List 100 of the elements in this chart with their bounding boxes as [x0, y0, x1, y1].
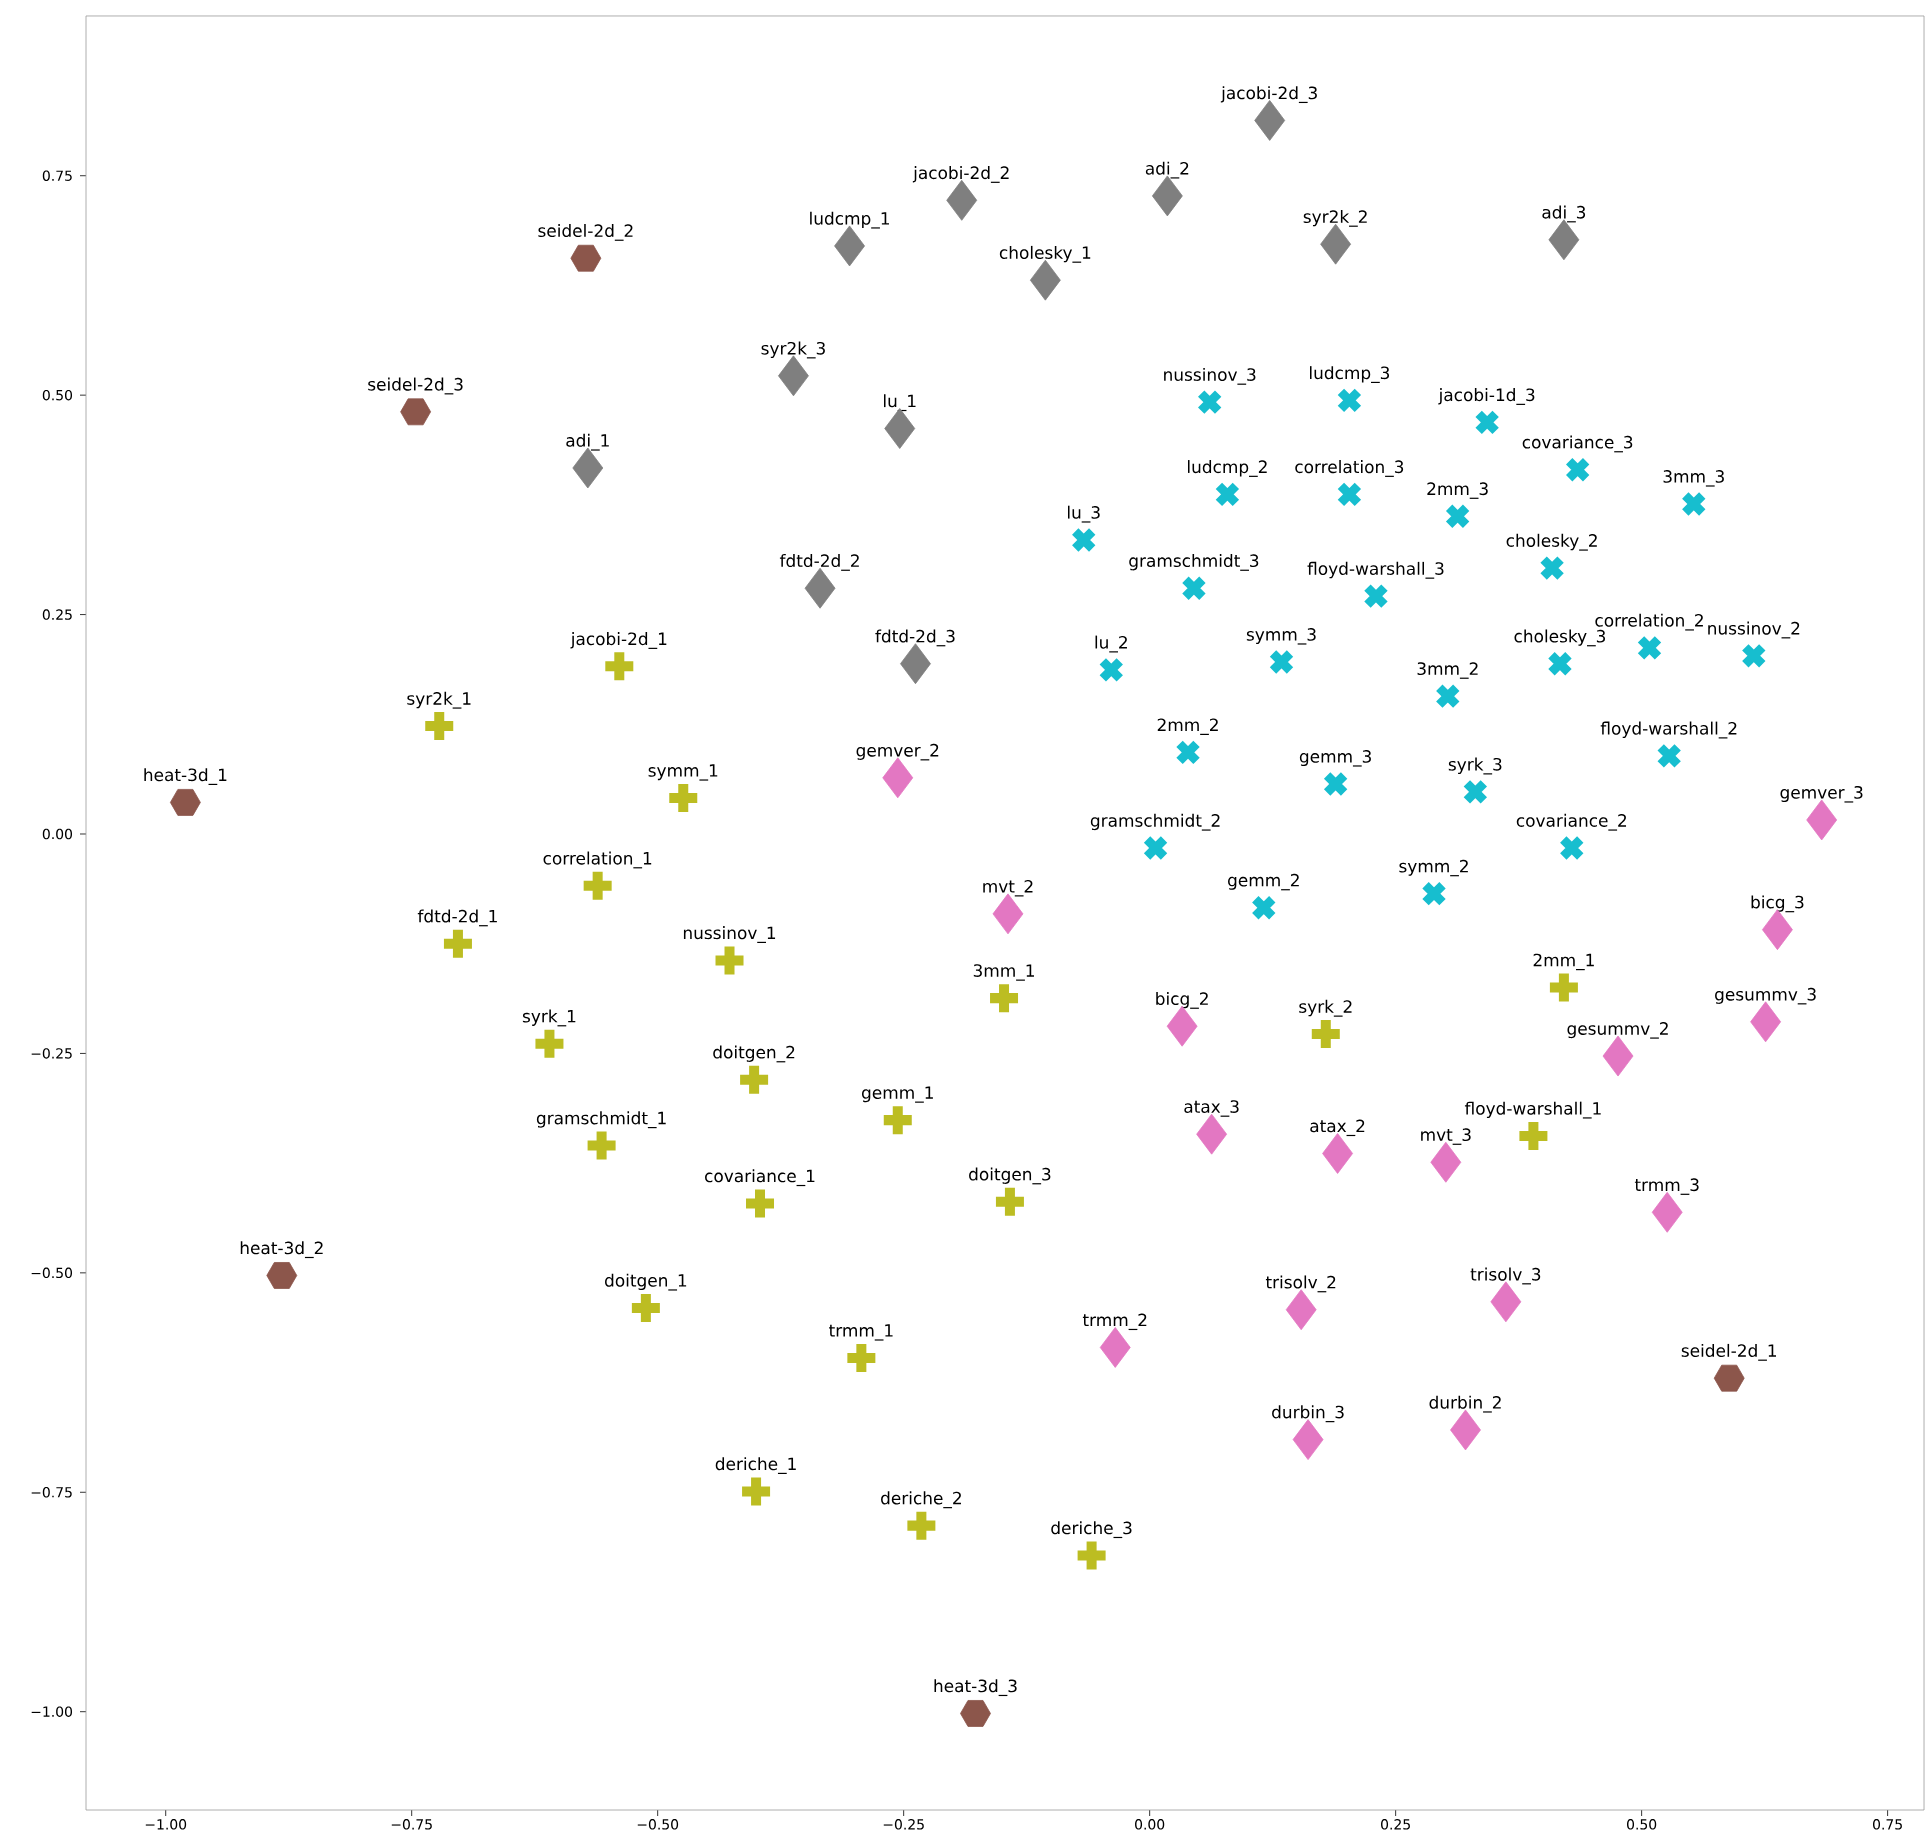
point	[1099, 1327, 1131, 1368]
point	[834, 225, 865, 267]
annotation: syrk_1	[522, 1009, 576, 1027]
annotation: trmm_1	[829, 1324, 893, 1341]
point	[1558, 835, 1585, 862]
point	[1680, 490, 1707, 517]
annotation: 2mm_1	[1533, 953, 1594, 971]
annotation: gemver_2	[856, 743, 939, 761]
point	[1098, 656, 1125, 683]
point	[1713, 1364, 1745, 1392]
annotation: adi_3	[1542, 205, 1586, 223]
annotation: deriche_2	[881, 1491, 961, 1509]
annotation: gesummv_3	[1715, 987, 1816, 1005]
point	[900, 643, 931, 685]
annotation: lu_2	[1095, 635, 1127, 653]
point	[1336, 481, 1363, 508]
annotation: symm_1	[648, 764, 718, 781]
annotation: seidel-2d_2	[538, 223, 633, 241]
point	[1175, 739, 1202, 766]
point	[1166, 1005, 1198, 1047]
annotation: nussinov_3	[1164, 367, 1256, 385]
annotation: heat-3d_3	[934, 1679, 1017, 1697]
annotation: floyd-warshall_1	[1464, 1101, 1601, 1119]
point	[1651, 1191, 1683, 1233]
annotation: doitgen_3	[969, 1167, 1051, 1185]
point	[882, 757, 914, 799]
annotation: trmm_3	[1634, 1178, 1699, 1195]
point	[1336, 387, 1363, 414]
annotation: jacobi-1d_3	[1438, 388, 1535, 405]
point	[1539, 555, 1566, 582]
annotation: mvt_2	[983, 879, 1033, 897]
annotation: jacobi-2d_2	[912, 166, 1009, 183]
annotation: deriche_1	[715, 1457, 796, 1474]
point	[1740, 642, 1767, 669]
point	[1151, 175, 1183, 217]
annotation: fdtd-2d_1	[417, 909, 497, 927]
annotation: floyd-warshall_3	[1307, 561, 1444, 579]
annotation: gramschmidt_1	[536, 1111, 666, 1129]
point	[1322, 1133, 1353, 1174]
annotation: covariance_2	[1516, 813, 1627, 831]
point	[1636, 634, 1663, 661]
annotation: atax_3	[1184, 1100, 1239, 1117]
point	[778, 355, 809, 397]
annotation: gemm_2	[1228, 873, 1299, 891]
annotation: 3mm_2	[1417, 662, 1478, 679]
point	[400, 398, 432, 426]
annotation: gramschmidt_3	[1129, 553, 1259, 571]
annotation: fdtd-2d_2	[779, 553, 859, 571]
annotation: doitgen_2	[713, 1045, 795, 1063]
annotation: fdtd-2d_3	[875, 629, 955, 647]
annotation: correlation_1	[543, 851, 652, 869]
annotation: trisolv_3	[1470, 1267, 1541, 1285]
annotation: ludcmp_3	[1309, 366, 1390, 384]
point	[1320, 223, 1352, 265]
point	[1292, 1419, 1324, 1461]
annotation: heat-3d_2	[240, 1241, 323, 1259]
annotation: gemver_3	[1780, 786, 1863, 803]
point	[1602, 1035, 1634, 1077]
point	[1450, 1409, 1481, 1451]
annotation: adi_2	[1145, 161, 1189, 179]
point	[946, 179, 978, 221]
annotation: adi_1	[566, 433, 609, 451]
annotation: covariance_3	[1522, 435, 1633, 453]
point	[1434, 683, 1461, 710]
point	[1214, 481, 1241, 508]
point	[1462, 778, 1489, 805]
annotation: covariance_1	[705, 1169, 815, 1187]
point	[1750, 1001, 1782, 1043]
point	[1070, 526, 1097, 553]
point	[1762, 909, 1793, 951]
annotation: trmm_2	[1082, 1313, 1147, 1331]
annotation: gemm_3	[1299, 750, 1371, 767]
point	[1430, 1141, 1462, 1183]
point	[1806, 799, 1838, 841]
point	[1180, 575, 1207, 602]
point	[1322, 770, 1349, 797]
point	[1254, 100, 1286, 141]
annotation: 2mm_2	[1157, 718, 1218, 735]
annotation: seidel-2d_3	[368, 377, 463, 395]
point	[1444, 503, 1471, 530]
annotation: durbin_2	[1429, 1395, 1501, 1413]
annotation: gesummv_2	[1567, 1022, 1668, 1039]
annotation: syr2k_1	[407, 691, 471, 709]
annotation: nussinov_1	[683, 926, 776, 943]
annotation: gemm_1	[861, 1086, 933, 1103]
point	[1268, 648, 1295, 675]
annotation: symm_3	[1246, 628, 1316, 645]
point	[1285, 1289, 1317, 1331]
point	[572, 447, 604, 489]
point	[570, 244, 602, 272]
annotation: seidel-2d_1	[1681, 1343, 1776, 1361]
point	[884, 408, 916, 449]
annotation: trisolv_2	[1265, 1275, 1336, 1293]
annotation: 3mm_1	[973, 964, 1034, 981]
annotation: durbin_3	[1272, 1405, 1344, 1423]
point	[1362, 583, 1389, 610]
point	[960, 1700, 991, 1727]
annotation: syr2k_3	[761, 341, 825, 359]
point	[1421, 880, 1447, 907]
point	[1196, 389, 1223, 416]
